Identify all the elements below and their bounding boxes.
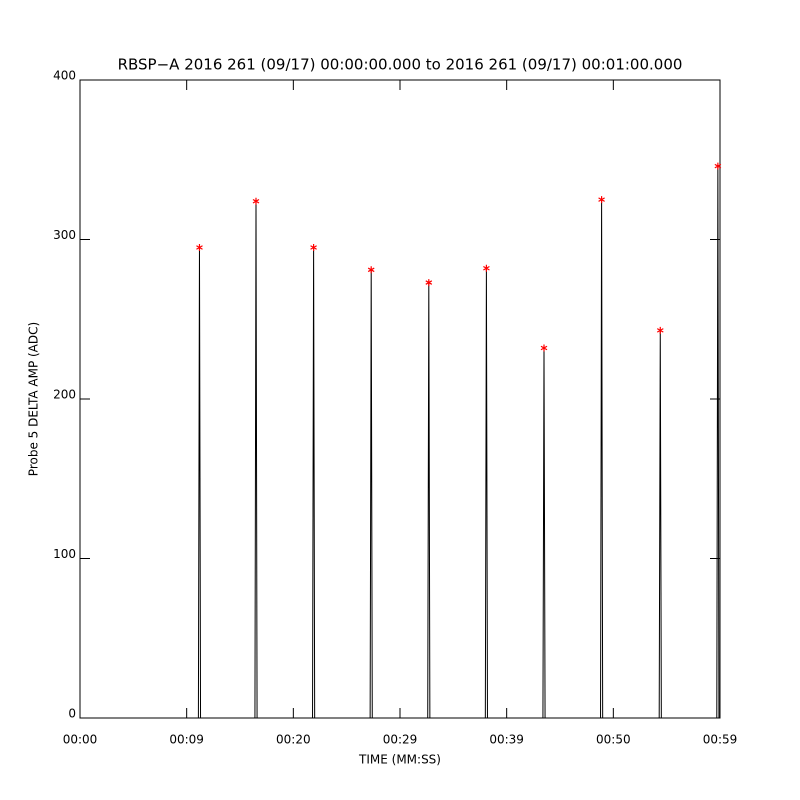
- peak-marker: [367, 266, 375, 274]
- x-tick-label: 00:09: [169, 733, 204, 747]
- peak-marker: [252, 197, 260, 205]
- peak-marker: [310, 243, 317, 251]
- x-tick-label: 00:39: [489, 733, 524, 747]
- x-tick-label: 00:50: [596, 733, 631, 747]
- peak-marker: [425, 279, 433, 287]
- y-tick-label: 300: [53, 228, 76, 242]
- x-tick-label: 00:59: [703, 733, 738, 747]
- peak-marker: [196, 243, 203, 251]
- y-axis-label: Probe 5 DELTA AMP (ADC): [27, 322, 41, 476]
- peak-marker: [714, 162, 722, 170]
- peak-marker: [598, 196, 605, 204]
- y-tick-label: 200: [53, 388, 76, 402]
- y-tick-label: 0: [68, 707, 76, 721]
- y-tick-label: 100: [53, 547, 76, 561]
- chart-title: RBSP−A 2016 261 (09/17) 00:00:00.000 to …: [118, 56, 683, 74]
- peak-marker: [540, 344, 548, 352]
- x-tick-label: 00:29: [383, 733, 418, 747]
- peak-marker: [483, 264, 490, 272]
- x-tick-label: 00:20: [276, 733, 311, 747]
- x-tick-label: 00:00: [63, 733, 98, 747]
- peak-marker: [656, 326, 664, 334]
- y-tick-label: 400: [53, 69, 76, 83]
- x-axis-label: TIME (MM:SS): [358, 753, 441, 767]
